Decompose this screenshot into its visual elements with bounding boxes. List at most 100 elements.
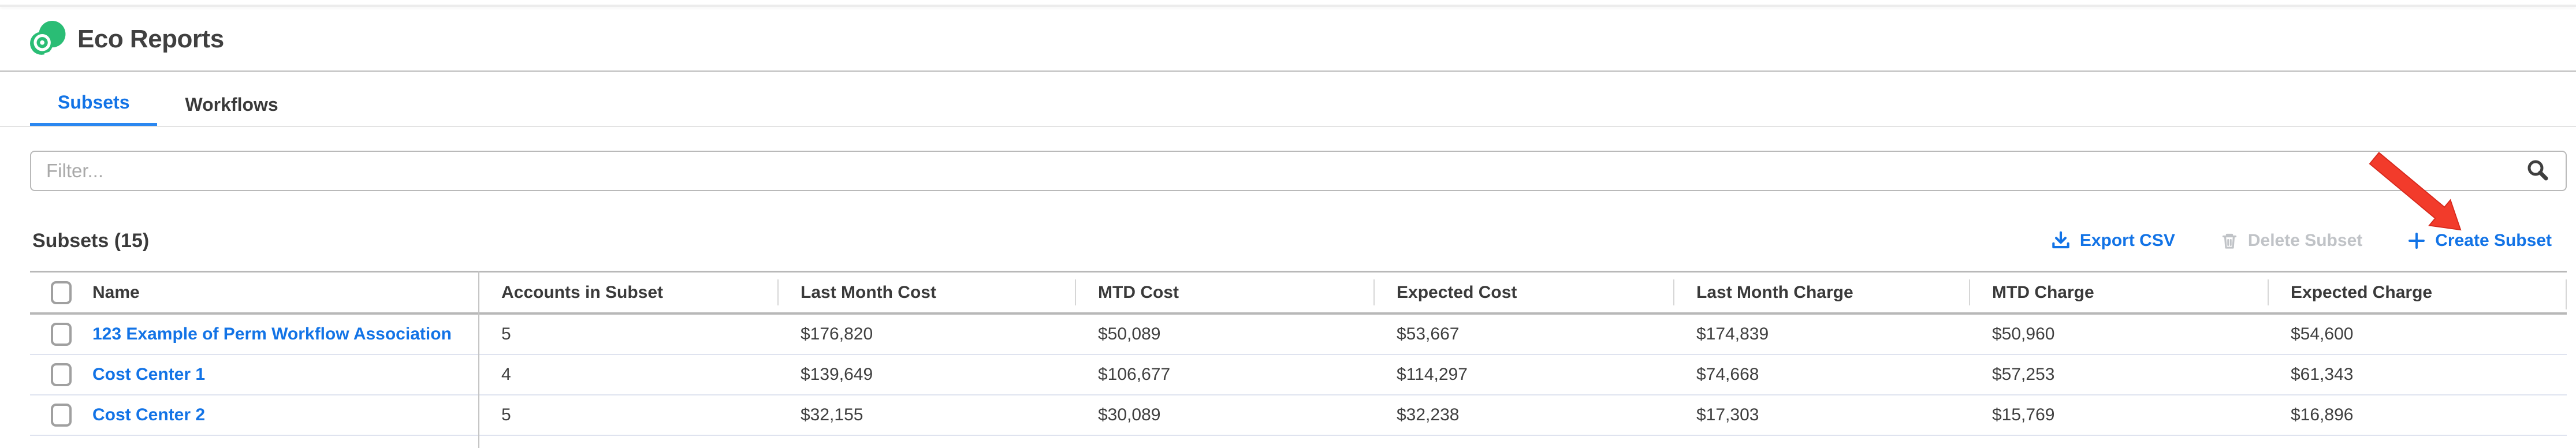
- table-cell: $174,839: [1673, 315, 1969, 354]
- table-cell: $61,343: [2268, 355, 2567, 394]
- table-cell: $16,896: [2268, 395, 2567, 435]
- cell-value: $32,238: [1397, 405, 1460, 424]
- export-csv-button[interactable]: Export CSV: [2050, 230, 2175, 252]
- cell-value: $106,677: [1098, 365, 1171, 384]
- cell-value: $15,769: [1992, 405, 2055, 424]
- tab-bar-divider: [0, 126, 2576, 127]
- subset-name-link[interactable]: Cost Center 1: [92, 365, 206, 384]
- cell-value: $174,839: [1696, 324, 1769, 344]
- column-header-label: Accounts in Subset: [501, 282, 664, 302]
- table-body: 123 Example of Perm Workflow Association…: [30, 315, 2567, 436]
- table-cell: 5: [478, 315, 777, 354]
- table-cell: $139,649: [777, 355, 1075, 394]
- cell-value: $32,155: [801, 405, 863, 424]
- column-header: Expected Cost: [1373, 272, 1673, 312]
- cell-value: $57,253: [1992, 365, 2055, 384]
- table-cell: $114,297: [1373, 355, 1673, 394]
- table-cell: 4: [478, 355, 777, 394]
- delete-subset-label: Delete Subset: [2247, 231, 2363, 250]
- subset-name-link[interactable]: Cost Center 2: [92, 405, 206, 424]
- table-cell: Cost Center 2: [30, 395, 478, 435]
- table-cell: $17,303: [1673, 395, 1969, 435]
- select-all-checkbox[interactable]: [51, 281, 72, 304]
- row-checkbox[interactable]: [51, 363, 72, 386]
- cell-value: $30,089: [1098, 405, 1161, 424]
- column-header: Expected Charge: [2268, 272, 2567, 312]
- table-cell: $54,600: [2268, 315, 2567, 354]
- cell-value: $16,896: [2291, 405, 2354, 424]
- table-cell: $176,820: [777, 315, 1075, 354]
- table-cell: 123 Example of Perm Workflow Association: [30, 315, 478, 354]
- subsets-table: Name Accounts in Subset Last Month Cost MTD…: [30, 271, 2567, 448]
- cell-value: $139,649: [801, 365, 873, 384]
- cell-value: $61,343: [2291, 365, 2354, 384]
- row-checkbox[interactable]: [51, 404, 72, 427]
- table-cell: $50,960: [1969, 315, 2268, 354]
- cell-value: $54,600: [2291, 324, 2354, 344]
- tab-subsets[interactable]: Subsets: [30, 82, 158, 127]
- cell-value: $50,960: [1992, 324, 2055, 344]
- cell-value: $17,303: [1696, 405, 1759, 424]
- filter-input[interactable]: [30, 151, 2567, 191]
- table-cell: Cost Center 1: [30, 355, 478, 394]
- table-cell: $30,089: [1075, 395, 1373, 435]
- table-row: 123 Example of Perm Workflow Association…: [30, 315, 2567, 355]
- table-row: Cost Center 1 4 $139,649 $106,677 $114,297 $7…: [30, 355, 2567, 395]
- column-header: Last Month Charge: [1673, 272, 1969, 312]
- create-subset-label: Create Subset: [2435, 231, 2552, 250]
- table-cell: $106,677: [1075, 355, 1373, 394]
- trash-icon: [2222, 233, 2236, 249]
- header-divider: [0, 70, 2576, 72]
- column-header: MTD Cost: [1075, 272, 1373, 312]
- column-header-label: Last Month Cost: [801, 282, 936, 302]
- subsets-count-heading: Subsets (15): [32, 230, 150, 252]
- table-cell: $53,667: [1373, 315, 1673, 354]
- cell-value: $176,820: [801, 324, 873, 344]
- page-title: Eco Reports: [77, 25, 224, 53]
- cell-value: $53,667: [1397, 324, 1460, 344]
- cell-value: 4: [501, 365, 511, 384]
- download-icon: [2052, 231, 2069, 249]
- table-cell: 5: [478, 395, 777, 435]
- column-header: MTD Charge: [1969, 272, 2268, 312]
- search-icon: [2527, 160, 2548, 181]
- table-actions: Export CSV Delete Subset Create Subset: [2050, 230, 2552, 252]
- column-header-label: Expected Cost: [1397, 282, 1517, 302]
- table-cell: $15,769: [1969, 395, 2268, 435]
- cell-value: 5: [501, 324, 511, 344]
- table-cell: $57,253: [1969, 355, 2268, 394]
- column-header: Last Month Cost: [777, 272, 1075, 312]
- table-cell: $32,155: [777, 395, 1075, 435]
- column-header-label: MTD Charge: [1992, 282, 2094, 302]
- tab-bar: Subsets Workflows: [30, 82, 306, 127]
- cell-value: 5: [501, 405, 511, 424]
- column-header-label: Expected Charge: [2291, 282, 2433, 302]
- name-column-divider: [478, 271, 479, 448]
- table-cell: $74,668: [1673, 355, 1969, 394]
- plus-icon: [2409, 233, 2425, 249]
- export-csv-label: Export CSV: [2079, 231, 2175, 250]
- table-row: Cost Center 2 5 $32,155 $30,089 $32,238 $17,3…: [30, 395, 2567, 436]
- create-subset-button[interactable]: Create Subset: [2406, 230, 2552, 251]
- column-header: Name: [30, 272, 478, 312]
- app-header: Eco Reports: [30, 21, 224, 58]
- subset-name-link[interactable]: 123 Example of Perm Workflow Association: [92, 324, 452, 344]
- header-right-divider: [2566, 279, 2567, 309]
- cell-value: $74,668: [1696, 365, 1759, 384]
- column-header-label: Name: [92, 282, 140, 302]
- table-cell: $32,238: [1373, 395, 1673, 435]
- delete-subset-button[interactable]: Delete Subset: [2219, 230, 2362, 252]
- cell-value: $50,089: [1098, 324, 1161, 344]
- cell-value: $114,297: [1397, 365, 1468, 384]
- top-hairline: [0, 5, 2576, 7]
- row-checkbox[interactable]: [51, 323, 72, 346]
- table-cell: $50,089: [1075, 315, 1373, 354]
- tab-workflows[interactable]: Workflows: [185, 94, 278, 115]
- column-header-label: MTD Cost: [1098, 282, 1179, 302]
- densify-logo-icon: [30, 21, 66, 58]
- column-header: Accounts in Subset: [478, 272, 777, 312]
- column-header-label: Last Month Charge: [1696, 282, 1853, 302]
- filter-bar: [30, 151, 2567, 191]
- table-header-row: Name Accounts in Subset Last Month Cost MTD…: [30, 271, 2567, 315]
